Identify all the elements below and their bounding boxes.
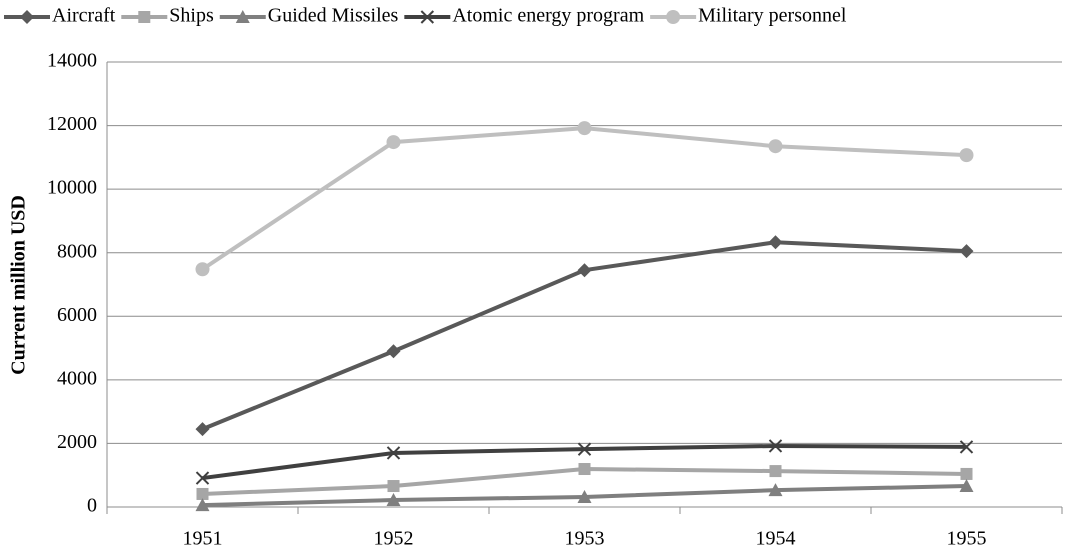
marker <box>577 121 592 136</box>
legend-label: Atomic energy program <box>452 5 644 27</box>
y-tick-label: 6000 <box>57 304 97 326</box>
y-tick-label: 2000 <box>57 431 97 453</box>
marker <box>138 11 151 23</box>
marker <box>20 10 34 24</box>
x-tick-label: 1953 <box>565 528 605 550</box>
y-tick-label: 14000 <box>47 50 97 72</box>
marker <box>577 263 592 278</box>
marker <box>386 493 401 507</box>
marker <box>768 439 783 453</box>
marker <box>577 442 592 456</box>
marker <box>196 487 209 500</box>
marker <box>195 498 210 512</box>
marker <box>386 344 401 359</box>
y-tick-label: 4000 <box>57 367 97 389</box>
legend-item: Military personnel <box>650 5 847 27</box>
legend-item: Atomic energy program <box>404 5 645 27</box>
marker <box>386 446 401 460</box>
marker <box>387 480 400 493</box>
marker <box>959 479 974 493</box>
legend-item: Guided Missiles <box>219 5 399 27</box>
legend-label: Guided Missiles <box>268 5 399 27</box>
y-tick-label: 10000 <box>47 177 97 199</box>
legend-label: Military personnel <box>698 5 847 27</box>
marker <box>959 440 974 454</box>
marker <box>195 471 210 485</box>
marker <box>577 489 592 503</box>
legend-item: Aircraft <box>4 5 116 27</box>
marker <box>666 10 681 24</box>
marker <box>769 465 782 478</box>
x-tick-label: 1955 <box>947 528 987 550</box>
x-tick-label: 1952 <box>374 528 414 550</box>
marker <box>578 463 591 476</box>
marker <box>959 244 974 259</box>
x-tick-label: 1951 <box>183 528 223 550</box>
marker <box>768 483 783 497</box>
marker <box>235 10 250 23</box>
legend-item: Ships <box>121 5 214 27</box>
marker <box>959 148 974 163</box>
y-tick-label: 8000 <box>57 240 97 262</box>
marker <box>960 467 973 480</box>
marker <box>768 139 783 154</box>
y-tick-label: 12000 <box>47 113 97 135</box>
marker <box>195 262 210 277</box>
marker <box>195 422 210 437</box>
marker <box>386 135 401 150</box>
y-tick-label: 0 <box>87 495 97 517</box>
legend-label: Ships <box>169 5 214 27</box>
series-line <box>201 126 967 271</box>
x-tick-label: 1954 <box>756 528 796 550</box>
marker <box>420 10 435 24</box>
marker <box>768 235 783 250</box>
y-axis-label: Current million USD <box>8 195 30 375</box>
legend-label: Aircraft <box>52 5 116 27</box>
